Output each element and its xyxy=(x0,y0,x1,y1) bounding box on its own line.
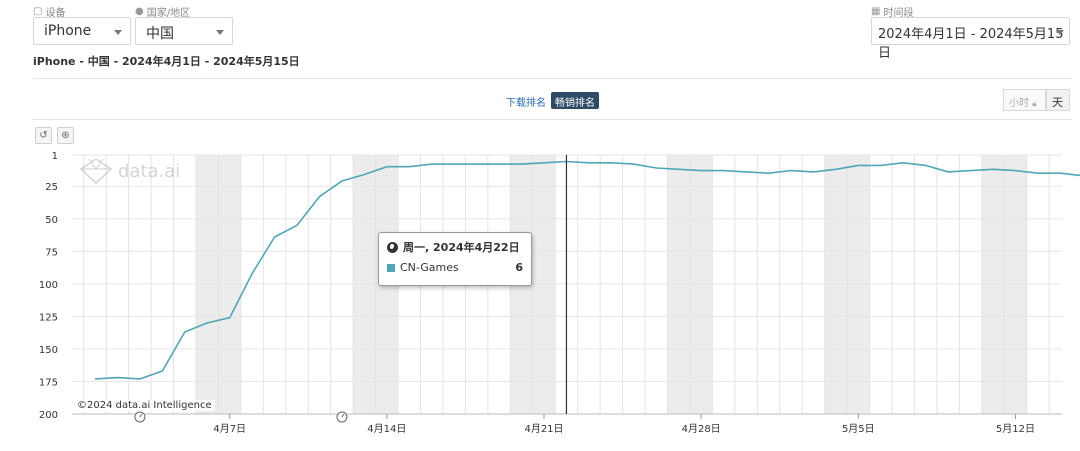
globe-icon: ● xyxy=(135,6,144,17)
y-tick-label: 75 xyxy=(45,247,58,258)
y-tick-label: 50 xyxy=(45,215,58,226)
y-tick-label: 200 xyxy=(39,410,58,421)
undo-icon[interactable]: ↺ xyxy=(35,127,52,144)
page-subtitle: iPhone - 中国 - 2024年4月1日 - 2024年5月15日 xyxy=(33,55,300,68)
tooltip-date: 周一, 2024年4月22日 xyxy=(403,241,520,254)
tooltip-series-value: 6 xyxy=(515,261,523,274)
zoom-in-icon[interactable]: ⊕ xyxy=(57,127,74,144)
y-tick-label: 1 xyxy=(52,151,58,162)
calendar-icon: ▦ xyxy=(871,6,881,17)
granularity-day-button[interactable]: 天 xyxy=(1046,89,1070,111)
period-select-value: 2024年4月1日 - 2024年5月15日 xyxy=(878,27,1064,61)
x-tick-label: 4月7日 xyxy=(213,423,246,435)
x-tick-label: 5月5日 xyxy=(842,423,875,435)
clock-hand xyxy=(139,413,143,418)
chevron-down-icon xyxy=(114,30,122,35)
y-tick-label: 100 xyxy=(39,280,58,291)
x-tick-label: 4月28日 xyxy=(682,423,721,435)
device-select-value: iPhone xyxy=(44,23,92,39)
country-select-value: 中国 xyxy=(146,26,174,42)
period-select[interactable]: 2024年4月1日 - 2024年5月15日 xyxy=(871,17,1070,61)
period-filter-label: ▦ 时间段 xyxy=(871,4,913,19)
divider xyxy=(33,78,1072,79)
country-label-text: 国家/地区 xyxy=(146,8,191,19)
device-icon: ▢ xyxy=(33,6,43,17)
country-filter-label: ● 国家/地区 xyxy=(135,4,190,19)
device-filter-label: ▢ 设备 xyxy=(33,4,65,19)
watermark: data.ai xyxy=(80,158,180,184)
device-label-text: 设备 xyxy=(45,8,66,19)
lock-icon: 🔒︎ xyxy=(1032,99,1037,108)
data-ai-logo-icon xyxy=(80,158,112,184)
granularity-hour-label: 小时 xyxy=(1009,98,1029,109)
copyright-text: ©2024 data.ai Intelligence xyxy=(74,400,215,411)
series-line-cn-games xyxy=(94,160,1080,380)
x-tick-label: 4月14日 xyxy=(367,423,406,435)
chevron-down-icon xyxy=(1056,30,1064,35)
y-tick-label: 25 xyxy=(45,182,58,193)
y-tick-label: 175 xyxy=(39,377,58,388)
y-tick-label: 125 xyxy=(39,312,58,323)
tab-revenue-rank[interactable]: 畅销排名 xyxy=(551,92,599,109)
y-tick-label: 150 xyxy=(39,345,58,356)
divider xyxy=(33,119,1072,120)
country-select[interactable]: 中国 xyxy=(135,17,233,45)
clock-hand xyxy=(341,413,345,418)
granularity-hour-button[interactable]: 小时 🔒︎ xyxy=(1003,89,1046,111)
watermark-text: data.ai xyxy=(118,160,181,182)
globe-icon xyxy=(387,241,398,253)
chevron-down-icon xyxy=(216,30,224,35)
period-label-text: 时间段 xyxy=(883,8,914,19)
series-swatch xyxy=(387,263,395,272)
tab-downloads-rank[interactable]: 下载排名 xyxy=(506,98,546,109)
chart-tooltip: 周一, 2024年4月22日 CN-Games 6 xyxy=(378,232,532,286)
x-tick-label: 4月21日 xyxy=(524,423,563,435)
tooltip-series-name: CN-Games xyxy=(400,261,459,274)
device-select[interactable]: iPhone xyxy=(33,17,131,45)
x-tick-label: 5月12日 xyxy=(996,423,1035,435)
